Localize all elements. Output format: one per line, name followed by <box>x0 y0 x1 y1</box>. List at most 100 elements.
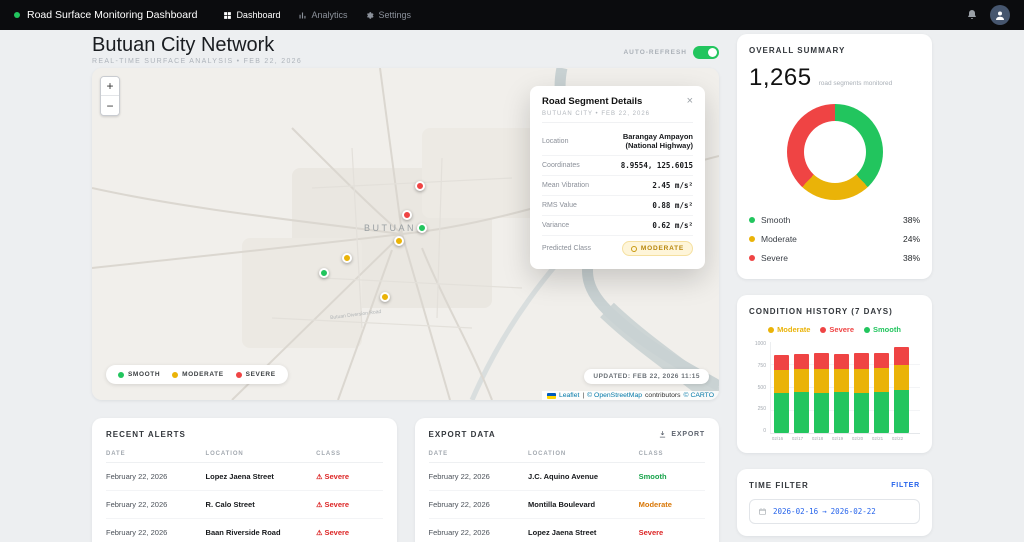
history-bar[interactable] <box>854 353 869 433</box>
bar-segment-smooth <box>854 393 869 433</box>
warning-icon: ⚠ <box>316 502 322 509</box>
bar-segment-moderate <box>834 369 849 392</box>
bar-segment-severe <box>794 354 809 369</box>
moderate-dot <box>768 327 774 333</box>
map-marker-severe[interactable] <box>402 210 412 220</box>
map-marker-smooth[interactable] <box>319 268 329 278</box>
overall-summary-card: OVERALL SUMMARY 1,265 road segments moni… <box>737 34 932 279</box>
grid-icon <box>223 11 232 20</box>
close-icon[interactable]: × <box>687 96 693 107</box>
summary-title: OVERALL SUMMARY <box>749 46 920 55</box>
auto-refresh-toggle[interactable] <box>693 46 719 59</box>
table-row[interactable]: February 22, 2026Lopez Jaena Street⚠ Sev… <box>106 463 383 491</box>
nav-item-analytics[interactable]: Analytics <box>298 10 347 20</box>
legend-item-severe: SEVERE <box>236 371 276 378</box>
history-bar[interactable] <box>874 353 889 433</box>
condition-history-card: CONDITION HISTORY (7 DAYS) Moderate Seve… <box>737 295 932 453</box>
cell-location: J.C. Aquino Avenue <box>528 463 639 491</box>
zoom-out-button[interactable]: − <box>101 96 119 115</box>
zoom-in-button[interactable]: + <box>101 77 119 96</box>
cell-date: February 22, 2026 <box>429 491 529 519</box>
nav-label: Dashboard <box>236 10 280 20</box>
summary-row-smooth: Smooth 38% <box>749 210 920 229</box>
cell-class: ⚠ Severe <box>316 463 382 491</box>
map-marker-moderate[interactable] <box>380 292 390 302</box>
x-tick-label: 02/22 <box>890 436 905 441</box>
segment-details-popup: Road Segment Details × BUTUAN CITY • FEB… <box>530 86 705 269</box>
cell-date: February 22, 2026 <box>429 519 529 542</box>
cell-location: Lopez Jaena Street <box>528 519 639 542</box>
legend-item-moderate: Moderate <box>768 325 810 334</box>
summary-legend: Smooth 38% Moderate 24% Severe 38% <box>749 210 920 267</box>
alerts-table: DATE LOCATION CLASS February 22, 2026Lop… <box>106 447 383 542</box>
download-icon <box>658 430 667 439</box>
map-marker-moderate[interactable] <box>342 253 352 263</box>
history-bar[interactable] <box>894 347 909 433</box>
bar-segment-smooth <box>774 393 789 433</box>
warning-icon: ⚠ <box>316 474 322 481</box>
map[interactable]: + − BUTUAN Butuan Diversion Road SMOOTH … <box>92 68 719 400</box>
popup-subtitle: BUTUAN CITY • FEB 22, 2026 <box>542 111 693 123</box>
filter-button[interactable]: FILTER <box>891 482 920 489</box>
table-row[interactable]: February 22, 2026Lopez Jaena StreetSever… <box>429 519 706 542</box>
bar-segment-smooth <box>794 392 809 433</box>
history-bar-chart: 10007505002500 <box>749 342 920 434</box>
avatar[interactable] <box>990 5 1010 25</box>
filter-title: TIME FILTER <box>749 481 809 490</box>
nav-item-settings[interactable]: Settings <box>365 10 411 20</box>
history-bar[interactable] <box>834 354 849 433</box>
nav-item-dashboard[interactable]: Dashboard <box>223 10 280 20</box>
bar-segment-moderate <box>774 370 789 393</box>
carto-link[interactable]: © CARTO <box>684 392 714 399</box>
brand: Road Surface Monitoring Dashboard <box>14 9 197 21</box>
bell-icon[interactable] <box>966 9 978 21</box>
cell-location: R. Calo Street <box>206 491 317 519</box>
cell-class: Severe <box>639 519 705 542</box>
table-row[interactable]: February 22, 2026R. Calo Street⚠ Severe <box>106 491 383 519</box>
cell-location: Montilla Boulevard <box>528 491 639 519</box>
cell-location: Baan Riverside Road <box>206 519 317 542</box>
smooth-dot <box>118 372 124 378</box>
page-title: Butuan City Network <box>92 34 302 56</box>
cell-class: Smooth <box>639 463 705 491</box>
x-tick-label: 02/18 <box>810 436 825 441</box>
history-bar[interactable] <box>814 353 829 433</box>
detail-row-mean-vibration: Mean Vibration 2.45 m/s² <box>542 176 693 196</box>
bar-segment-severe <box>814 353 829 369</box>
osm-link[interactable]: © OpenStreetMap <box>587 392 642 399</box>
summary-row-severe: Severe 38% <box>749 248 920 267</box>
bar-chart-icon <box>298 11 307 20</box>
bar-segment-severe <box>854 353 869 369</box>
auto-refresh-label: AUTO-REFRESH <box>623 49 687 56</box>
table-row[interactable]: February 22, 2026Baan Riverside Road⚠ Se… <box>106 519 383 542</box>
date-range-input[interactable]: 2026-02-16 → 2026-02-22 <box>749 499 920 524</box>
history-bar[interactable] <box>774 355 789 433</box>
x-tick-label: 02/17 <box>790 436 805 441</box>
user-icon <box>994 9 1006 21</box>
range-arrow: → <box>822 507 827 516</box>
table-row[interactable]: February 22, 2026Montilla BoulevardModer… <box>429 491 706 519</box>
page-subtitle: REAL-TIME SURFACE ANALYSIS • FEB 22, 202… <box>92 58 302 65</box>
legend-item-severe: Severe <box>820 325 854 334</box>
detail-row-variance: Variance 0.62 m/s² <box>542 216 693 236</box>
table-row[interactable]: February 22, 2026J.C. Aquino AvenueSmoot… <box>429 463 706 491</box>
cell-date: February 22, 2026 <box>106 519 206 542</box>
map-marker-moderate[interactable] <box>394 236 404 246</box>
cell-date: February 22, 2026 <box>429 463 529 491</box>
severe-dot <box>749 255 755 261</box>
map-marker-severe[interactable] <box>415 181 425 191</box>
export-table: DATE LOCATION CLASS February 22, 2026J.C… <box>429 447 706 542</box>
top-nav: Road Surface Monitoring Dashboard Dashbo… <box>0 0 1024 30</box>
legend-item-moderate: MODERATE <box>172 371 224 378</box>
history-bar[interactable] <box>794 354 809 433</box>
export-button[interactable]: EXPORT <box>658 430 705 439</box>
alerts-title: RECENT ALERTS <box>106 430 186 439</box>
leaflet-link[interactable]: Leaflet <box>559 392 579 399</box>
cell-date: February 22, 2026 <box>106 463 206 491</box>
smooth-dot <box>864 327 870 333</box>
map-zoom-control: + − <box>100 76 120 116</box>
warning-icon: ⚠ <box>316 530 322 537</box>
cell-date: February 22, 2026 <box>106 491 206 519</box>
map-marker-smooth[interactable] <box>417 223 427 233</box>
bar-segment-smooth <box>834 392 849 433</box>
